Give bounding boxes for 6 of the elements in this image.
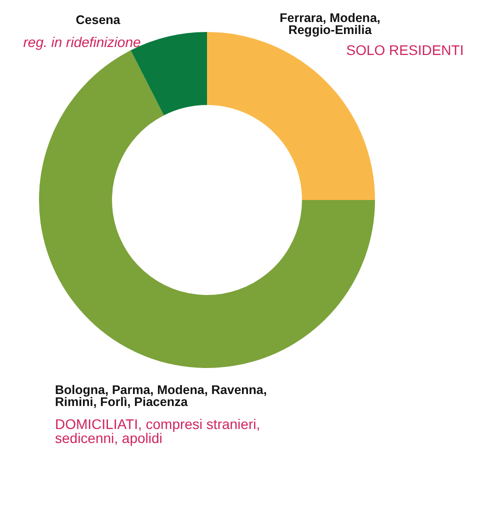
slice-label: Bologna, Parma, Modena, Ravenna, Rimini, Forlì, Piacenza	[55, 383, 267, 409]
text: DOMICILIATI, compresi stranieri, sedicenni, apolidi	[55, 416, 260, 446]
slice-label: Cesena	[76, 13, 122, 27]
text: SOLO RESIDENTI	[346, 42, 464, 58]
slice-label: Ferrara, Modena, Reggio-Emilia	[280, 11, 380, 37]
text: reg. in ridefinizione	[23, 34, 141, 50]
